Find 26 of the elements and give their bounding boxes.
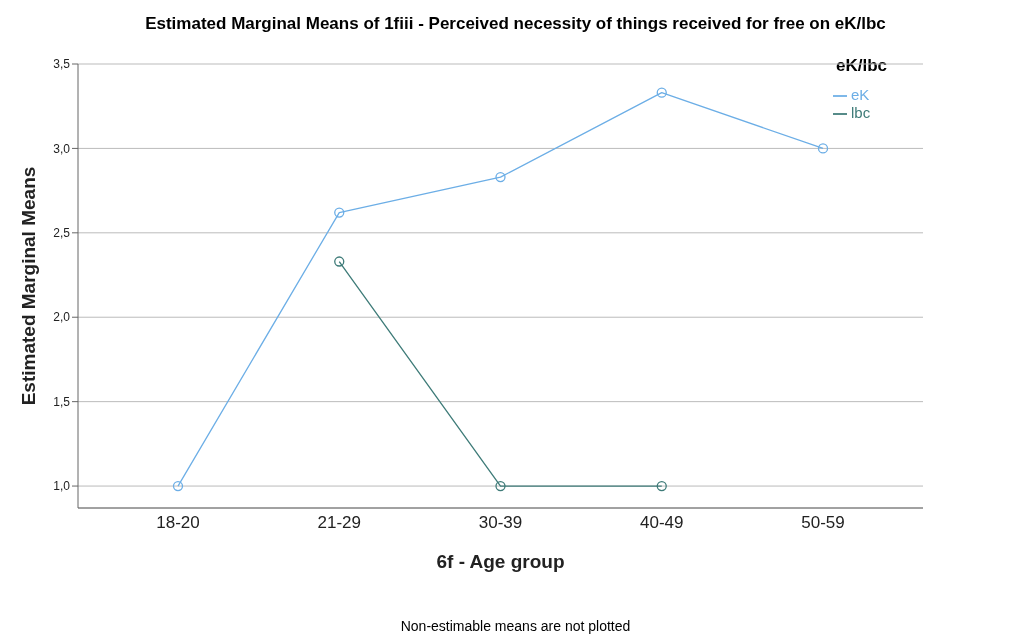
point bbox=[817, 143, 829, 154]
point bbox=[172, 480, 184, 492]
x-tick-label: 18-20 bbox=[156, 513, 200, 533]
y-tick-label: 1,0 bbox=[53, 479, 71, 494]
point bbox=[334, 256, 345, 267]
x-tick-label: 40-49 bbox=[640, 513, 684, 533]
point bbox=[656, 480, 667, 492]
y-axis-title: Estimated Marginal Means bbox=[17, 166, 39, 406]
point bbox=[495, 171, 506, 183]
legend-label: eK bbox=[851, 86, 870, 103]
chart-title: Estimated Marginal Means of 1fiii - Perceived necessity of things received for free on eK/lbc bbox=[144, 14, 887, 34]
x-tick-label: 30-39 bbox=[478, 513, 523, 533]
y-tick-label: 3,0 bbox=[53, 141, 71, 156]
x-axis-title: 6f - Age group bbox=[436, 551, 565, 572]
point bbox=[495, 480, 506, 492]
y-tick-label: 2,0 bbox=[53, 310, 71, 325]
x-tick-label: 50-59 bbox=[801, 513, 845, 533]
legend-title: eK/lbc bbox=[836, 56, 888, 76]
y-tick-label: 1,5 bbox=[53, 394, 71, 409]
point bbox=[656, 87, 667, 98]
legend-label: lbc bbox=[851, 104, 871, 121]
point bbox=[334, 207, 345, 218]
y-tick-label: 2,5 bbox=[53, 226, 71, 241]
x-tick-label: 21-29 bbox=[317, 513, 361, 533]
y-tick-label: 3,5 bbox=[53, 57, 71, 72]
text: Non-estimable means are not plotted bbox=[399, 618, 632, 634]
